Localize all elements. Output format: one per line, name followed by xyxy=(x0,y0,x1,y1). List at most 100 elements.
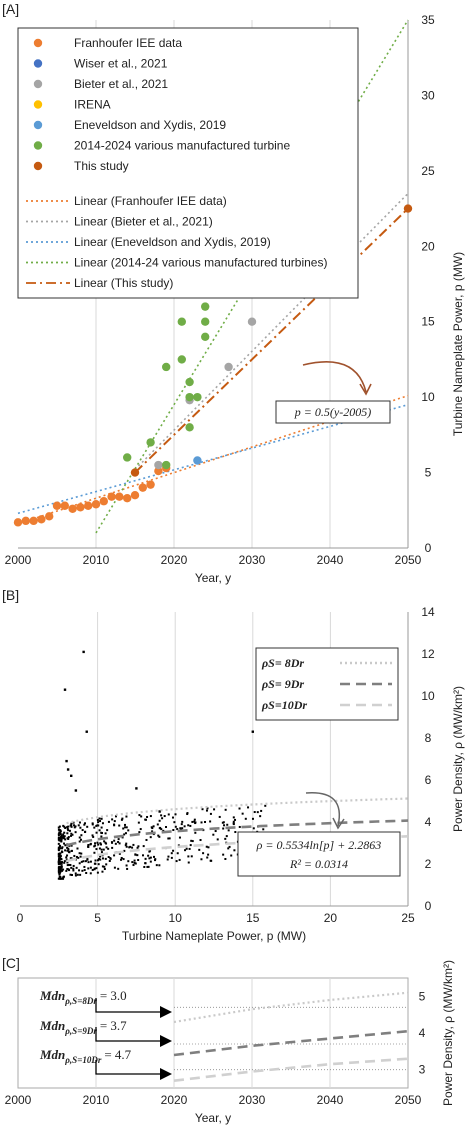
scatter-point xyxy=(74,831,77,834)
scatter-point xyxy=(93,845,96,848)
scatter-point xyxy=(209,812,212,815)
x-tick-label: 2030 xyxy=(239,553,266,567)
scatter-point xyxy=(67,836,70,839)
scatter-point xyxy=(122,858,125,861)
scatter-point xyxy=(206,856,209,859)
scatter-point xyxy=(97,824,100,827)
plot-frame xyxy=(17,977,409,1089)
scatter-point xyxy=(247,806,250,809)
scatter-point xyxy=(91,834,94,837)
scatter-point xyxy=(100,817,103,820)
scatter-point xyxy=(117,838,120,841)
data-point-series-5 xyxy=(201,332,210,341)
scatter-point xyxy=(178,858,181,861)
y-axis-label: Power Density, ρ (MW/km²) xyxy=(441,960,455,1106)
scatter-point xyxy=(97,843,100,846)
scatter-point xyxy=(113,854,116,857)
scatter-point xyxy=(118,852,121,855)
legend-marker xyxy=(33,79,43,89)
scatter-point xyxy=(150,826,153,829)
y-tick-label: 25 xyxy=(421,164,435,178)
scatter-point xyxy=(125,815,128,818)
scatter-point xyxy=(58,852,61,855)
scatter-point xyxy=(156,823,159,826)
scatter-point xyxy=(131,861,134,864)
scatter-point xyxy=(70,774,73,777)
data-point-series-0 xyxy=(146,480,155,489)
scatter-point xyxy=(59,868,62,871)
scatter-point xyxy=(137,821,140,824)
data-point-series-4 xyxy=(193,456,202,465)
scatter-point xyxy=(251,730,254,733)
x-tick-label: 25 xyxy=(401,911,415,925)
scatter-point xyxy=(111,841,114,844)
scatter-point xyxy=(259,815,262,818)
data-point-series-0 xyxy=(99,497,109,506)
scatter-point xyxy=(62,868,65,871)
scatter-point xyxy=(105,846,108,849)
scatter-point xyxy=(216,838,219,841)
scatter-point xyxy=(87,843,90,846)
scatter-point xyxy=(107,855,110,858)
density-line-0 xyxy=(173,991,409,1024)
scatter-point xyxy=(185,847,188,850)
scatter-point xyxy=(57,861,60,864)
scatter-point xyxy=(232,816,235,819)
scatter-point xyxy=(83,822,86,825)
scatter-point xyxy=(113,839,116,842)
scatter-point xyxy=(98,857,101,860)
scatter-point xyxy=(65,759,68,763)
scatter-point xyxy=(94,842,97,845)
x-axis-label: Year, y xyxy=(195,571,231,585)
scatter-point xyxy=(147,854,150,857)
scatter-point xyxy=(147,865,150,868)
legend-entry: Eneveldson and Xydis, 2019 xyxy=(74,118,226,132)
y-axis-label: Turbine Nameplate Power, p (MW) xyxy=(451,252,465,436)
scatter-point xyxy=(89,866,92,869)
scatter-point xyxy=(176,852,179,855)
scatter-point xyxy=(85,730,88,733)
scatter-point xyxy=(107,847,110,850)
legend-marker xyxy=(33,120,43,130)
scatter-point xyxy=(149,849,152,852)
scatter-point xyxy=(144,818,147,821)
data-point-series-5 xyxy=(185,377,194,387)
data-point-series-0 xyxy=(154,466,163,476)
scatter-point xyxy=(73,854,76,857)
median-arrow xyxy=(95,1060,160,1075)
median-arrowhead xyxy=(160,1035,172,1047)
scatter-point xyxy=(83,831,86,834)
scatter-point xyxy=(66,846,69,849)
scatter-point xyxy=(62,836,65,839)
scatter-point xyxy=(199,839,202,842)
scatter-point xyxy=(233,849,236,852)
scatter-point xyxy=(253,811,256,814)
scatter-point xyxy=(125,845,128,848)
scatter-point xyxy=(125,864,128,867)
legend-entry: ρS= 9Dr xyxy=(261,677,304,691)
scatter-point xyxy=(100,848,103,851)
legend-entry: Linear (Franhoufer IEE data) xyxy=(74,194,227,208)
scatter-point xyxy=(91,868,94,871)
scatter-point xyxy=(174,825,177,828)
density-line-2 xyxy=(173,1057,409,1082)
scatter-point xyxy=(86,858,89,861)
scatter-point xyxy=(70,857,73,860)
x-tick-label: 20 xyxy=(324,911,338,925)
scatter-point xyxy=(238,825,241,828)
density-curve-0 xyxy=(66,797,409,825)
scatter-point xyxy=(241,812,244,815)
scatter-point xyxy=(76,873,79,876)
scatter-point xyxy=(63,835,66,838)
scatter-point xyxy=(65,869,68,872)
scatter-point xyxy=(58,873,61,876)
scatter-point xyxy=(140,815,143,818)
scatter-point xyxy=(224,808,227,811)
legend-entry: IRENA xyxy=(74,98,111,112)
scatter-point xyxy=(134,853,137,856)
scatter-point xyxy=(59,830,62,833)
scatter-point xyxy=(78,821,81,824)
scatter-point xyxy=(190,855,193,858)
scatter-point xyxy=(181,820,184,823)
